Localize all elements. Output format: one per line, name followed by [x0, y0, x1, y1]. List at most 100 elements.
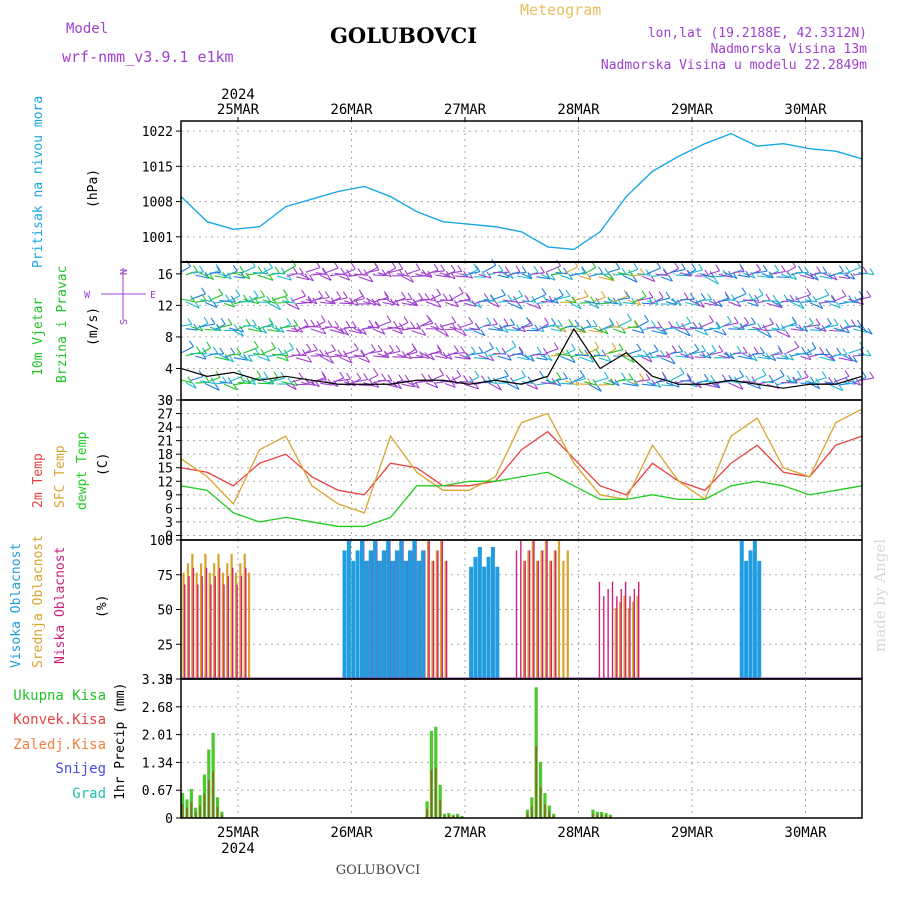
wind-barb-flag [756, 263, 762, 271]
wind-barb [766, 302, 783, 309]
wind-barb [209, 294, 223, 301]
y-tick-label: 25 [157, 638, 173, 653]
wind-barb-flag [489, 295, 495, 302]
wind-barb [733, 352, 748, 355]
y-tick-label: 30 [157, 394, 173, 409]
precip-conv-bar [190, 802, 193, 818]
wind-barb-flag [478, 346, 484, 354]
wind-barb [584, 347, 600, 356]
wind-barb-flag [785, 330, 791, 338]
wind-barb [199, 272, 214, 281]
wind-barb-flag [445, 374, 451, 382]
wind-barb-flag [751, 376, 757, 383]
wind-barb-flag [788, 353, 794, 361]
wind-barb [814, 272, 827, 274]
y-tick-label: 100 [150, 534, 173, 549]
wind-barb [622, 382, 639, 387]
wind-barb [771, 375, 785, 383]
wind-barb-flag [336, 291, 342, 298]
wind-barb [190, 375, 204, 381]
wind-barb-flag [676, 299, 682, 306]
wind-barb-flag [292, 267, 298, 274]
wind-barb-flag [266, 295, 272, 303]
wind-barb [531, 272, 545, 275]
wind-barb [709, 327, 721, 330]
wind-barb-flag [351, 321, 357, 328]
wind-barb-flag [439, 323, 445, 331]
wind-barb [473, 357, 489, 360]
wind-barb-flag [480, 329, 486, 336]
wind-barb-flag [539, 370, 545, 378]
cloud-bar [495, 566, 500, 679]
wind-barb-flag [809, 376, 815, 384]
wind-barb-flag [647, 355, 653, 363]
wind-barb [814, 377, 827, 382]
wind-barb-flag [544, 317, 549, 325]
wind-barb [310, 328, 327, 335]
wind-barb-flag [698, 322, 704, 330]
cloud-bar [217, 553, 220, 679]
wind-barb-flag [547, 354, 553, 361]
wind-barb-flag [421, 329, 427, 336]
wind-barb [848, 298, 864, 305]
wind-barb [718, 354, 730, 359]
wind-barb-flag [458, 286, 464, 294]
y-tick-label: 3.35 [142, 673, 173, 688]
wind-barb [238, 381, 251, 385]
cloud-bar [611, 581, 614, 679]
wind-barb [228, 375, 244, 383]
wind-barb-flag [397, 382, 402, 390]
wind-barb [324, 267, 339, 274]
wind-barb [348, 295, 364, 304]
wind-barb [420, 322, 433, 327]
wind-barb-flag [721, 328, 727, 336]
wind-barb-flag [850, 319, 856, 326]
top-day-label: 25MAR [217, 102, 260, 118]
cloud-bar [482, 566, 487, 679]
wind-barb-flag [240, 376, 246, 384]
wind-barb [440, 272, 456, 280]
wind-barb [488, 382, 502, 391]
wind-barb [200, 299, 213, 303]
wind-barb-flag [470, 346, 476, 353]
wind-barb-flag [433, 263, 439, 271]
bottom-day-labels: 25MAR 26MAR 27MAR 28MAR 29MAR 30MAR [217, 825, 827, 841]
wind-barb [204, 383, 220, 391]
wind-barb-flag [398, 374, 404, 381]
wind-barb-flag [869, 268, 875, 275]
cloud-bar [394, 550, 399, 679]
wind-barb [224, 302, 235, 308]
wind-barb [238, 273, 250, 280]
cloud-bar [633, 588, 636, 679]
footer-station: GOLUBOVCI [336, 863, 421, 878]
wind-barb-flag [206, 341, 212, 349]
cloud-bar [364, 560, 369, 679]
cloud-bar [486, 556, 491, 679]
wind-barb-flag [679, 367, 685, 374]
wind-barb-flag [578, 348, 584, 356]
wind-barb [430, 325, 445, 331]
wind-barb-flag [321, 373, 327, 380]
wind-barb [584, 300, 601, 305]
wind-barb [545, 348, 559, 354]
wind-barb [838, 383, 850, 386]
wind-barb-flag [319, 349, 325, 357]
wind-barb-flag [444, 330, 449, 337]
wind-barb-flag [303, 319, 309, 326]
wind-barb [286, 383, 297, 391]
wind-barb [180, 266, 191, 273]
precip-conv-bar [531, 806, 533, 818]
wind-barb-flag [561, 325, 567, 333]
cloud-bar [188, 576, 190, 679]
wind-barb [689, 299, 705, 308]
wind-barb-flag [710, 374, 716, 382]
wind-barb-flag [799, 302, 805, 310]
model-name: wrf-nmm_v3.9.1 e1km [62, 48, 234, 66]
wind-barb-flag [658, 291, 664, 298]
cloud-bar [221, 572, 224, 679]
wind-barb [732, 293, 747, 301]
cloud-bar [444, 560, 447, 679]
wind-barb [588, 303, 600, 309]
cloud-bar [431, 560, 434, 679]
cloud-bar [208, 572, 211, 679]
